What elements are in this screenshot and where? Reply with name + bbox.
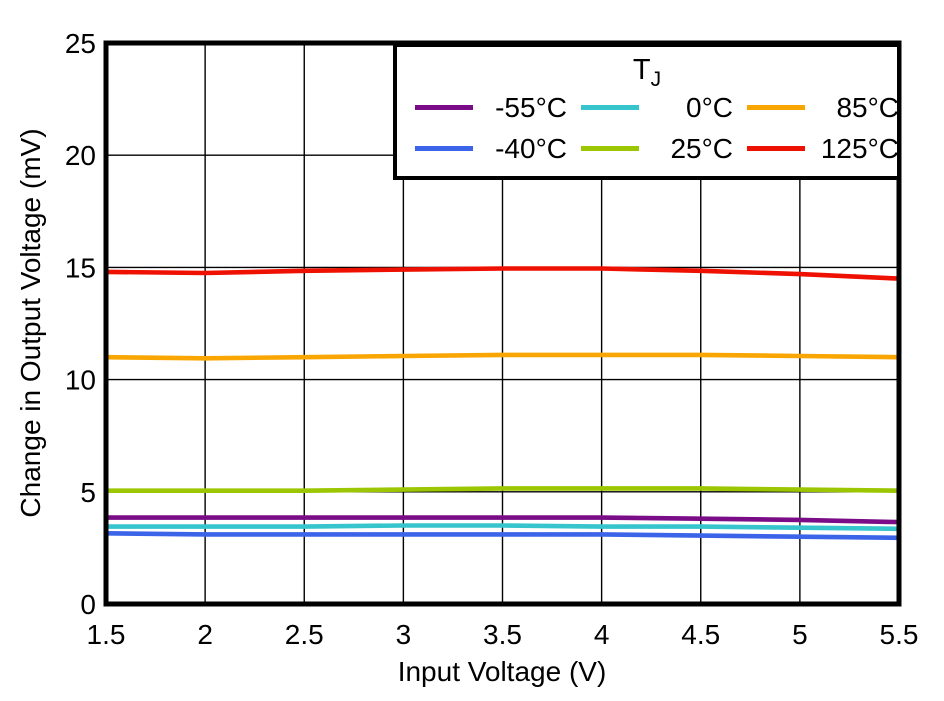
legend-label: 125°C [820, 132, 899, 164]
legend-item: 0°C [581, 92, 733, 124]
legend-title-main: T [632, 54, 651, 86]
legend-label: 25°C [670, 132, 733, 164]
legend-swatch [415, 105, 473, 110]
legend-label: 0°C [686, 91, 733, 123]
legend-label: 85°C [836, 91, 899, 123]
y-tick-label: 25 [65, 28, 96, 59]
legend-entries: -55°C -40°C 0°C 25°C 85°C 125°C [397, 87, 899, 169]
x-tick-label: 3.5 [483, 619, 522, 650]
legend: TJ -55°C -40°C 0°C 25°C 85°C 125°C [393, 43, 901, 180]
x-tick-label: 5.5 [880, 619, 919, 650]
legend-item: -55°C [415, 92, 567, 124]
y-tick-label: 5 [80, 477, 96, 508]
legend-title-subscript: J [650, 67, 662, 91]
series-layer [105, 266, 900, 541]
legend-item: -40°C [415, 133, 567, 165]
legend-label: -40°C [495, 132, 567, 164]
legend-swatch [747, 146, 805, 151]
x-tick-label: 1.5 [87, 619, 126, 650]
legend-label: -55°C [495, 91, 567, 123]
legend-swatch [581, 146, 639, 151]
x-tick-label: 5 [792, 619, 808, 650]
series-line-125°C [105, 266, 900, 281]
y-axis-title: Change in Output Voltage (mV) [15, 128, 46, 517]
legend-title: TJ [397, 47, 897, 91]
legend-swatch [747, 105, 805, 110]
legend-swatch [581, 105, 639, 110]
series-line-85°C [105, 352, 900, 361]
y-tick-label: 10 [65, 365, 96, 396]
legend-item: 25°C [581, 133, 733, 165]
series-line-25°C [106, 486, 900, 494]
legend-item: 85°C [747, 92, 899, 124]
x-tick-label: 2.5 [285, 619, 324, 650]
x-axis-title: Input Voltage (V) [398, 656, 607, 687]
x-tick-label: 4 [594, 619, 610, 650]
legend-item: 125°C [747, 133, 899, 165]
series-line--55°C [106, 515, 900, 525]
x-tick-label: 2 [197, 619, 213, 650]
y-tick-label: 0 [80, 589, 96, 620]
y-tick-label: 15 [65, 252, 96, 283]
tick-label-layer: 1.5 2 2.5 3 3.5 4 4.5 5 5.5 0 5 10 15 20 25 [65, 28, 919, 650]
x-tick-label: 3 [396, 619, 412, 650]
y-tick-label: 20 [65, 140, 96, 171]
legend-swatch [415, 146, 473, 151]
series-line-0°C [106, 523, 900, 532]
x-tick-label: 4.5 [681, 619, 720, 650]
series-line--40°C [105, 531, 900, 541]
